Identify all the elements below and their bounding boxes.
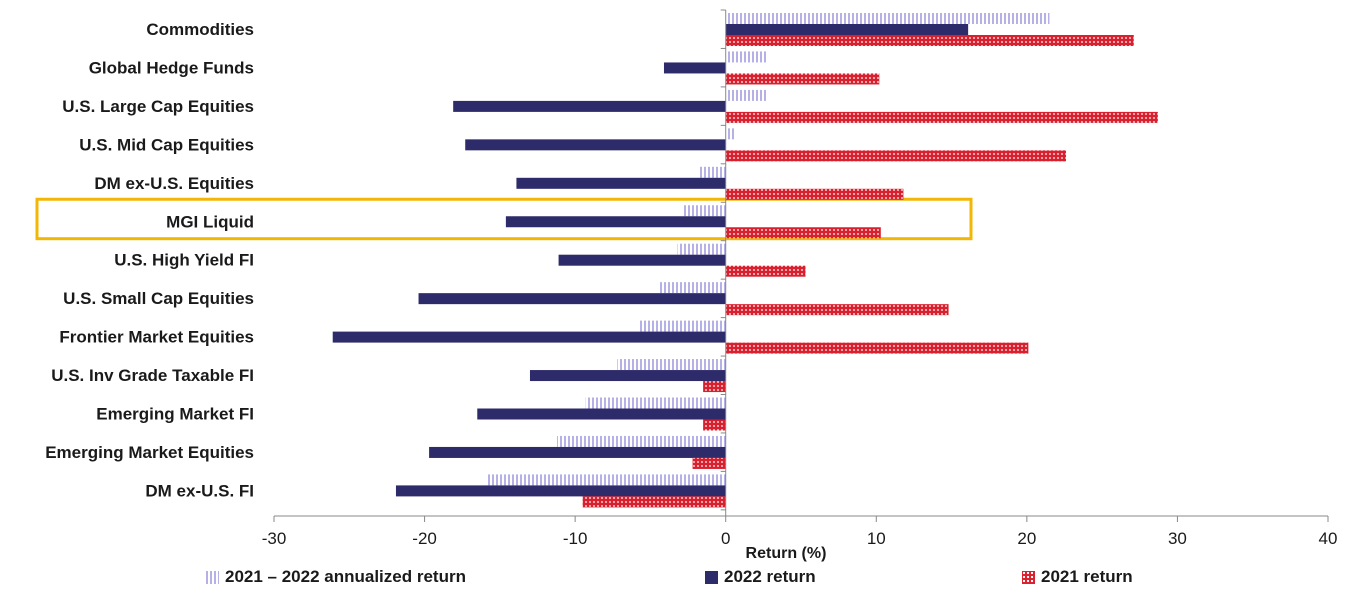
category-label: DM ex-U.S. Equities bbox=[94, 174, 254, 193]
legend: 2021 – 2022 annualized return 2022 retur… bbox=[0, 567, 1354, 589]
bar-2022 bbox=[505, 216, 726, 228]
bar-2021 bbox=[725, 227, 881, 239]
bar-2022 bbox=[516, 177, 726, 189]
x-tick-label: -20 bbox=[412, 529, 437, 548]
x-tick-label: 30 bbox=[1168, 529, 1187, 548]
legend-label-2021: 2021 return bbox=[1041, 567, 1133, 586]
x-tick-label: -30 bbox=[262, 529, 287, 548]
bar-annualized bbox=[486, 474, 726, 486]
bar-2021 bbox=[725, 342, 1029, 354]
bar-2022 bbox=[332, 331, 726, 343]
bar-annualized bbox=[725, 89, 767, 101]
legend-item-2021: 2021 return bbox=[1022, 567, 1133, 587]
x-tick-label: 20 bbox=[1017, 529, 1036, 548]
legend-item-annualized: 2021 – 2022 annualized return bbox=[206, 567, 466, 587]
bar-2021 bbox=[692, 457, 726, 469]
bar-annualized bbox=[725, 13, 1050, 24]
bar-2021 bbox=[725, 111, 1158, 123]
bar-annualized bbox=[725, 51, 768, 63]
bar-annualized bbox=[682, 205, 726, 217]
category-label: Frontier Market Equities bbox=[59, 328, 254, 347]
legend-swatch-annualized bbox=[206, 570, 219, 584]
bar-annualized bbox=[617, 359, 726, 371]
bar-2021 bbox=[703, 419, 726, 431]
category-label: U.S. High Yield FI bbox=[114, 251, 254, 270]
legend-label-2022: 2022 return bbox=[724, 567, 816, 586]
bar-2022 bbox=[418, 293, 726, 305]
x-tick-label: 10 bbox=[867, 529, 886, 548]
legend-item-2022: 2022 return bbox=[705, 567, 816, 587]
bar-2022 bbox=[465, 139, 726, 151]
bar-annualized bbox=[639, 320, 726, 332]
bar-annualized bbox=[585, 397, 726, 409]
bar-2021 bbox=[725, 188, 904, 200]
category-label: U.S. Large Cap Equities bbox=[62, 97, 254, 116]
legend-label-annualized: 2021 – 2022 annualized return bbox=[225, 567, 466, 586]
bar-2021 bbox=[725, 265, 806, 277]
x-tick-label: 40 bbox=[1319, 529, 1338, 548]
legend-swatch-2022 bbox=[705, 570, 718, 584]
category-label: Commodities bbox=[146, 20, 254, 39]
category-label: Emerging Market FI bbox=[96, 405, 254, 424]
x-tick-label: 0 bbox=[721, 529, 730, 548]
bar-2021 bbox=[725, 73, 880, 85]
category-label: Emerging Market Equities bbox=[45, 443, 254, 462]
bar-2022 bbox=[529, 370, 726, 382]
bar-2022 bbox=[453, 100, 726, 112]
category-label: MGI Liquid bbox=[166, 212, 254, 231]
category-label: U.S. Mid Cap Equities bbox=[79, 135, 254, 154]
bar-2021 bbox=[725, 304, 949, 316]
category-label: U.S. Small Cap Equities bbox=[63, 289, 254, 308]
x-axis-title: Return (%) bbox=[746, 545, 827, 562]
bar-2022 bbox=[663, 62, 726, 74]
category-label: U.S. Inv Grade Taxable FI bbox=[51, 366, 254, 385]
bar-2021 bbox=[725, 150, 1067, 162]
bar-annualized bbox=[725, 128, 735, 140]
legend-swatch-2021 bbox=[1022, 570, 1035, 584]
bar-2022 bbox=[558, 254, 726, 266]
bar-annualized bbox=[677, 243, 726, 255]
category-label: DM ex-U.S. FI bbox=[145, 481, 254, 500]
bar-annualized bbox=[659, 282, 726, 294]
bar-2022 bbox=[395, 485, 726, 497]
bar-annualized bbox=[557, 435, 726, 447]
bar-2021 bbox=[582, 496, 726, 508]
bar-2022 bbox=[477, 408, 726, 420]
bar-2022 bbox=[429, 446, 726, 458]
category-label: Global Hedge Funds bbox=[89, 58, 254, 77]
bar-2021 bbox=[703, 381, 726, 393]
x-tick-label: -10 bbox=[563, 529, 588, 548]
highlight-box bbox=[35, 197, 973, 241]
bar-2022 bbox=[725, 24, 969, 35]
bar-2021 bbox=[725, 35, 1134, 46]
bar-annualized bbox=[698, 166, 726, 178]
